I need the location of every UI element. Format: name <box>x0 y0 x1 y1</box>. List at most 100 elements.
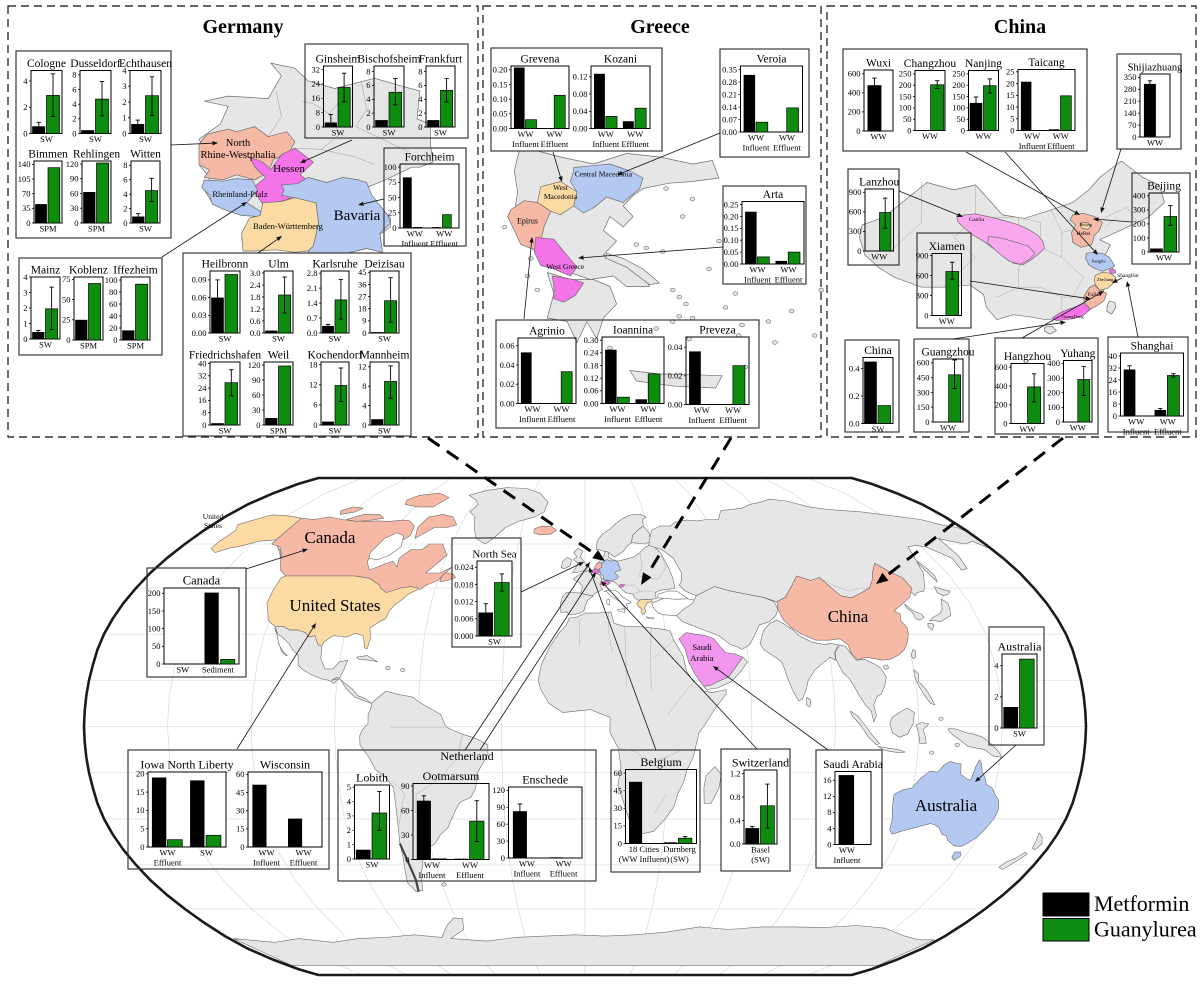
svg-text:SW: SW <box>434 128 447 138</box>
svg-text:SPM: SPM <box>270 426 287 436</box>
svg-text:40: 40 <box>109 311 118 321</box>
svg-text:0: 0 <box>256 420 260 430</box>
svg-text:10: 10 <box>136 805 145 815</box>
svg-text:WW: WW <box>975 131 991 141</box>
svg-text:90: 90 <box>252 375 261 385</box>
svg-text:0.18: 0.18 <box>584 360 599 370</box>
svg-text:30: 30 <box>401 830 410 840</box>
svg-text:0: 0 <box>123 218 127 228</box>
svg-text:140: 140 <box>1124 108 1137 118</box>
svg-text:North: North <box>226 138 251 149</box>
svg-text:0.4: 0.4 <box>849 363 860 373</box>
svg-text:WW: WW <box>524 404 540 414</box>
svg-text:5: 5 <box>140 824 144 834</box>
svg-text:150: 150 <box>899 91 912 101</box>
svg-text:SW: SW <box>139 134 152 144</box>
svg-text:0: 0 <box>392 223 396 233</box>
svg-text:30: 30 <box>614 803 623 813</box>
svg-text:0: 0 <box>618 838 622 848</box>
svg-text:0.4: 0.4 <box>730 815 741 825</box>
svg-text:(SW): (SW) <box>751 855 770 865</box>
svg-text:0.00: 0.00 <box>500 398 515 408</box>
svg-text:Enschede: Enschede <box>522 773 568 787</box>
svg-text:SW: SW <box>89 134 102 144</box>
svg-text:Influent: Influent <box>513 869 541 879</box>
svg-text:WW: WW <box>749 265 765 275</box>
svg-text:30: 30 <box>497 836 506 846</box>
svg-text:0.12: 0.12 <box>584 373 599 383</box>
svg-text:0: 0 <box>994 723 998 733</box>
svg-text:140: 140 <box>18 159 31 169</box>
svg-text:WW: WW <box>627 129 643 139</box>
svg-text:China: China <box>828 607 869 626</box>
svg-text:Cologne: Cologne <box>27 58 66 70</box>
svg-text:35: 35 <box>22 203 31 213</box>
svg-text:300: 300 <box>916 290 929 300</box>
svg-text:SW: SW <box>219 426 232 436</box>
svg-text:WW: WW <box>258 848 274 858</box>
svg-text:0.20: 0.20 <box>724 211 739 221</box>
svg-text:Central Macedonia: Central Macedonia <box>575 169 633 178</box>
svg-text:Iffezheim: Iffezheim <box>113 265 158 277</box>
svg-text:SW: SW <box>39 340 52 350</box>
svg-text:Changzhou: Changzhou <box>904 58 957 70</box>
svg-text:Ioannina: Ioannina <box>613 325 653 337</box>
svg-text:Influent: Influent <box>604 414 632 424</box>
svg-text:Rhine-Westphalia: Rhine-Westphalia <box>201 150 276 161</box>
svg-text:Effluent: Effluent <box>541 139 569 149</box>
svg-text:0.04: 0.04 <box>500 360 516 370</box>
svg-text:50: 50 <box>388 192 397 202</box>
svg-text:Arabia: Arabia <box>690 653 713 663</box>
svg-text:Hangzhou: Hangzhou <box>1004 351 1052 363</box>
svg-text:27: 27 <box>358 291 367 301</box>
svg-text:SW: SW <box>332 128 345 138</box>
svg-text:Frankfurt: Frankfurt <box>419 54 463 66</box>
svg-text:ShangHai: ShangHai <box>1117 273 1139 279</box>
svg-text:Influent: Influent <box>253 858 281 868</box>
svg-text:8: 8 <box>123 160 127 170</box>
svg-text:Beijing: Beijing <box>1080 222 1093 227</box>
svg-text:Heilbronn: Heilbronn <box>202 259 249 271</box>
svg-text:Influent: Influent <box>512 139 540 149</box>
svg-text:China: China <box>864 345 891 357</box>
svg-text:25: 25 <box>1006 67 1015 77</box>
svg-text:WW: WW <box>553 404 569 414</box>
svg-text:450: 450 <box>917 373 930 383</box>
svg-text:1: 1 <box>347 839 351 849</box>
svg-text:5: 5 <box>347 782 351 792</box>
svg-text:0.04: 0.04 <box>573 106 589 116</box>
svg-text:60: 60 <box>70 188 79 198</box>
svg-text:2.4: 2.4 <box>250 280 261 290</box>
svg-text:0: 0 <box>827 839 831 849</box>
svg-text:1: 1 <box>122 113 126 123</box>
svg-text:Netherland: Netherland <box>440 749 493 763</box>
svg-text:0: 0 <box>313 420 317 430</box>
svg-text:0.02: 0.02 <box>668 371 683 381</box>
svg-text:400: 400 <box>848 88 861 98</box>
svg-text:Effluent: Effluent <box>621 139 649 149</box>
svg-text:(SW): (SW) <box>670 854 689 864</box>
svg-text:200: 200 <box>899 80 912 90</box>
svg-text:Influent: Influent <box>519 414 547 424</box>
svg-text:WW: WW <box>462 860 478 870</box>
svg-text:Forchheim: Forchheim <box>405 152 455 164</box>
svg-text:6: 6 <box>418 80 422 90</box>
svg-text:4: 4 <box>362 400 367 410</box>
svg-text:North Sea: North Sea <box>472 549 516 561</box>
svg-text:0.0: 0.0 <box>730 839 741 849</box>
svg-text:FuJian: FuJian <box>1088 293 1102 298</box>
svg-text:WW: WW <box>779 133 795 143</box>
svg-text:Arta: Arta <box>763 189 783 201</box>
svg-text:4: 4 <box>23 272 28 282</box>
svg-text:United: United <box>203 512 224 521</box>
svg-text:0.6: 0.6 <box>250 316 261 326</box>
svg-text:0.12: 0.12 <box>573 72 588 82</box>
svg-text:WW: WW <box>546 129 562 139</box>
svg-text:GuangDong: GuangDong <box>1062 314 1085 319</box>
svg-text:0.04: 0.04 <box>668 342 684 352</box>
svg-text:600: 600 <box>916 270 929 280</box>
svg-text:SW: SW <box>488 637 501 647</box>
svg-text:0.8: 0.8 <box>730 792 741 802</box>
svg-text:90: 90 <box>401 781 410 791</box>
svg-text:0.7: 0.7 <box>307 313 318 323</box>
